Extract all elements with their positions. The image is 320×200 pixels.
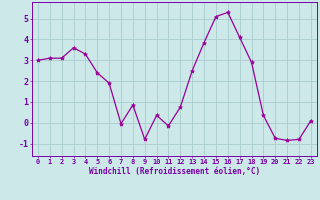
X-axis label: Windchill (Refroidissement éolien,°C): Windchill (Refroidissement éolien,°C): [89, 167, 260, 176]
